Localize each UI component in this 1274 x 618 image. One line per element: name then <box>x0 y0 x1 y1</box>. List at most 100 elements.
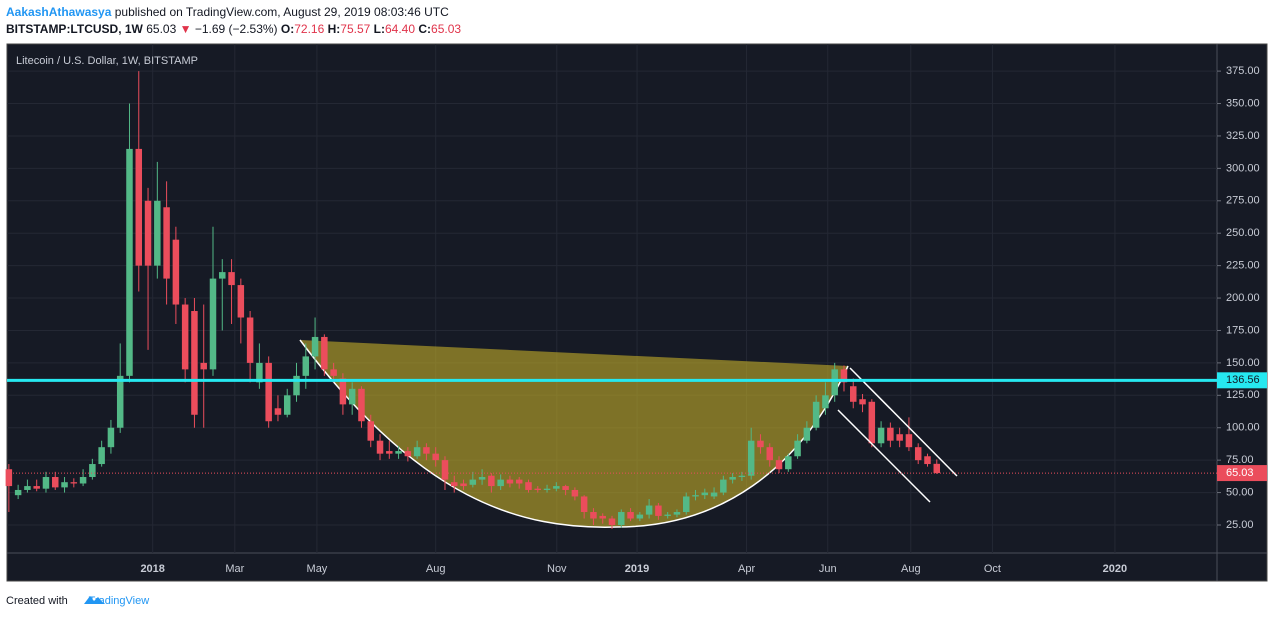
cup-pattern <box>300 340 848 528</box>
author[interactable]: AakashAthawasya <box>6 5 112 19</box>
candle-body <box>61 482 68 488</box>
c-key: C: <box>418 22 431 36</box>
x-tick-label: May <box>307 563 328 575</box>
candle-body <box>933 463 941 474</box>
y-tick-label: 225.00 <box>1226 260 1260 272</box>
candle-body <box>803 427 811 441</box>
candle-body <box>79 477 87 484</box>
cup-curve <box>299 339 849 528</box>
candle-body <box>154 200 161 266</box>
candle-body <box>219 272 226 279</box>
last-price-label: 65.03 <box>1226 467 1254 479</box>
x-tick-label: Jun <box>819 563 837 575</box>
arrow: ▼ <box>180 22 192 36</box>
c-val: 65.03 <box>431 22 461 36</box>
candle-body <box>525 482 532 490</box>
candle-body <box>376 440 384 454</box>
candle-body <box>599 515 606 519</box>
tv-logo <box>84 596 104 604</box>
candle-body <box>822 395 829 409</box>
candle-body <box>358 388 365 422</box>
candle-body <box>33 486 40 489</box>
y-tick-label: 250.00 <box>1226 227 1260 239</box>
o-val: 72.16 <box>294 22 324 36</box>
candle-body <box>469 479 477 485</box>
l-val: 64.40 <box>385 22 415 36</box>
candle-body <box>228 272 235 286</box>
candle-body <box>757 440 764 448</box>
y-tick-label: 350.00 <box>1226 97 1260 109</box>
candle-body <box>673 512 681 515</box>
candle-body <box>256 362 263 383</box>
y-tick-label: 200.00 <box>1226 292 1260 304</box>
candle-body <box>181 304 189 370</box>
candle-body <box>441 460 449 480</box>
candle-body <box>896 434 903 441</box>
last-price-box <box>1217 465 1267 482</box>
x-tick-label: Aug <box>426 563 446 575</box>
footer-prefix: Created with <box>6 595 68 607</box>
candle-body <box>191 311 198 415</box>
price-label-box <box>1217 372 1267 389</box>
candle-body <box>636 514 644 519</box>
candle-body <box>321 336 328 370</box>
last: 65.03 <box>146 22 176 36</box>
l-key: L: <box>374 22 385 36</box>
candle-body <box>868 401 876 444</box>
candle-body <box>887 427 894 441</box>
candle-body <box>747 440 755 476</box>
candle-body <box>692 495 699 497</box>
candle-body <box>710 492 718 497</box>
candle-body <box>608 518 616 525</box>
candle-body <box>914 447 922 461</box>
candle-body <box>126 148 133 376</box>
candle-body <box>515 479 523 484</box>
published: published on TradingView.com, August 29,… <box>115 5 449 19</box>
candle-body <box>460 483 467 487</box>
channel-line <box>837 409 931 503</box>
symbol: BITSTAMP:LTCUSD, 1W <box>6 22 144 36</box>
candle-body <box>543 488 551 490</box>
x-tick-label: 2018 <box>140 563 164 575</box>
candle-body <box>283 395 291 415</box>
x-tick-label: Nov <box>547 563 567 575</box>
candle-body <box>172 239 180 305</box>
x-tick-label: 2020 <box>1103 563 1127 575</box>
candle-body <box>42 477 50 489</box>
candle-body <box>794 440 801 457</box>
y-tick-label: 300.00 <box>1226 162 1260 174</box>
candles <box>5 71 941 529</box>
x-tick-label: Mar <box>225 563 244 575</box>
candle-body <box>859 399 866 405</box>
y-tick-label: 125.00 <box>1226 389 1260 401</box>
candle-body <box>618 512 625 525</box>
candle-body <box>200 362 207 370</box>
candle-body <box>330 369 337 376</box>
y-tick-label: 275.00 <box>1226 195 1260 207</box>
h-key: H: <box>328 22 341 36</box>
candle-body <box>627 512 634 519</box>
candle-body <box>766 447 773 461</box>
candle-body <box>432 453 439 461</box>
candle-body <box>348 388 356 405</box>
candle-body <box>311 336 319 357</box>
candle-body <box>70 482 78 484</box>
candle-body <box>506 479 514 484</box>
candle-body <box>840 369 848 383</box>
h-val: 75.57 <box>340 22 370 36</box>
y-tick-label: 75.00 <box>1226 454 1254 466</box>
candle-body <box>580 496 588 513</box>
candle-body <box>562 486 569 490</box>
candle-body <box>877 427 885 444</box>
candle-body <box>831 369 838 396</box>
candle-body <box>701 492 709 496</box>
candle-body <box>488 475 495 487</box>
candle-body <box>924 456 931 465</box>
candle-body <box>451 482 458 487</box>
candle-body <box>386 451 393 454</box>
candle-body <box>404 451 412 457</box>
candle-body <box>116 375 124 428</box>
candle-body <box>423 447 430 454</box>
candle-body <box>274 408 282 415</box>
